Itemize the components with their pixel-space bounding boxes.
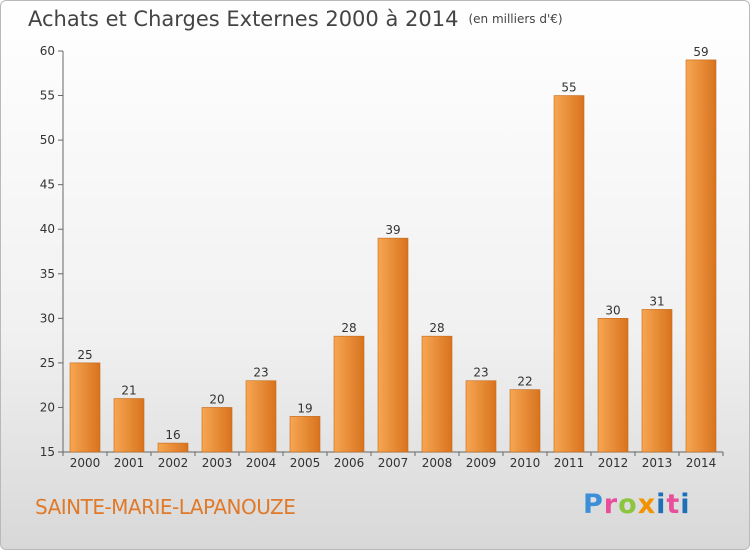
bar-value-label: 23 <box>253 366 268 380</box>
x-tick-label: 2014 <box>686 456 717 470</box>
chart-unit: (en milliers d'€) <box>468 12 563 26</box>
x-tick-label: 2006 <box>334 456 365 470</box>
y-tick-label: 20 <box>40 400 55 414</box>
x-tick-label: 2004 <box>246 456 277 470</box>
bar-value-label: 21 <box>121 384 136 398</box>
y-tick-label: 30 <box>40 311 55 325</box>
x-tick-label: 2001 <box>114 456 145 470</box>
bar-value-label: 31 <box>649 294 664 308</box>
chart-title: Achats et Charges Externes 2000 à 2014 (e… <box>28 7 563 31</box>
bar <box>333 335 365 453</box>
proxiti-logo: Proxiti <box>583 489 691 520</box>
y-tick-label: 25 <box>40 356 55 370</box>
bar <box>597 318 629 453</box>
commune-name: SAINTE-MARIE-LAPANOUZE <box>35 495 296 519</box>
x-tick-label: 2010 <box>510 456 541 470</box>
x-tick-label: 2011 <box>554 456 585 470</box>
x-tick-label: 2005 <box>290 456 321 470</box>
bar-value-label: 16 <box>165 428 180 442</box>
bar <box>685 59 717 453</box>
bar-value-label: 20 <box>209 392 224 406</box>
bar <box>641 309 673 453</box>
bar-value-label: 55 <box>561 81 576 95</box>
bar <box>245 380 277 453</box>
y-tick-label: 45 <box>40 178 55 192</box>
x-tick-label: 2009 <box>466 456 497 470</box>
bar <box>289 416 321 453</box>
bar-value-label: 28 <box>429 321 444 335</box>
bar <box>69 362 101 453</box>
bar <box>465 380 497 453</box>
x-tick-label: 2013 <box>642 456 673 470</box>
y-tick-label: 50 <box>40 133 55 147</box>
y-tick-label: 40 <box>40 222 55 236</box>
bar <box>157 442 189 453</box>
chart-title-text: Achats et Charges Externes 2000 à 2014 <box>28 7 459 31</box>
bar <box>509 389 541 453</box>
logo-letter: P <box>583 489 604 520</box>
logo-letter: r <box>603 489 619 520</box>
logo-letter: x <box>637 489 657 520</box>
x-tick-label: 2003 <box>202 456 233 470</box>
logo-letter: i <box>680 489 691 520</box>
x-tick-label: 2007 <box>378 456 409 470</box>
bar-value-label: 23 <box>473 366 488 380</box>
y-tick-label: 15 <box>40 445 55 459</box>
bar <box>201 407 233 453</box>
bar-value-label: 22 <box>517 375 532 389</box>
bar-value-label: 30 <box>605 303 620 317</box>
bar <box>377 237 409 453</box>
y-tick-label: 35 <box>40 267 55 281</box>
bar-value-label: 39 <box>385 223 400 237</box>
x-tick-label: 2012 <box>598 456 629 470</box>
bar-value-label: 25 <box>77 348 92 362</box>
logo-letter: t <box>666 489 681 520</box>
y-tick-label: 60 <box>40 44 55 58</box>
bar-value-label: 19 <box>297 401 312 415</box>
x-tick-label: 2000 <box>70 456 101 470</box>
logo-letter: i <box>656 489 667 520</box>
bar-value-label: 59 <box>693 45 708 59</box>
y-tick-label: 55 <box>40 89 55 103</box>
logo-letter: o <box>618 489 638 520</box>
bar <box>113 398 145 453</box>
bar-value-label: 28 <box>341 321 356 335</box>
bar <box>421 335 453 453</box>
bar <box>553 95 585 453</box>
x-tick-label: 2002 <box>158 456 189 470</box>
x-tick-label: 2008 <box>422 456 453 470</box>
